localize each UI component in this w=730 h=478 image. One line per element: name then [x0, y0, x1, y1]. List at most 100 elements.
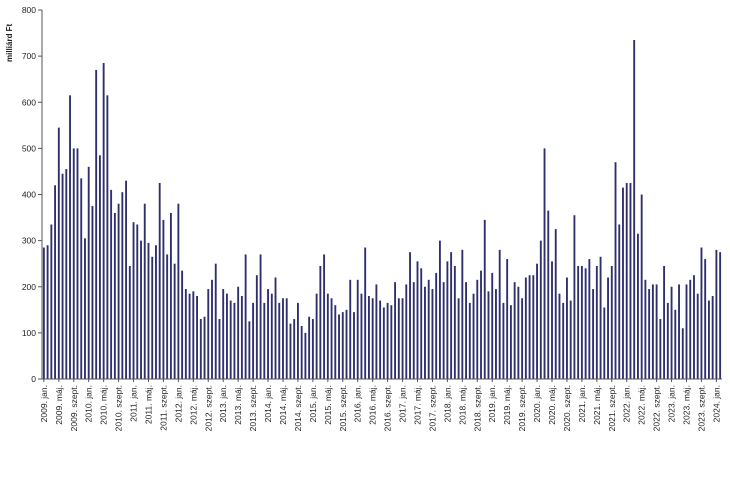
bar	[450, 252, 453, 379]
bar	[390, 305, 393, 379]
bar	[222, 289, 225, 379]
bar	[125, 180, 127, 379]
bar	[405, 284, 408, 379]
bar	[46, 245, 49, 379]
bar	[173, 263, 176, 379]
bar	[685, 284, 688, 379]
bar	[338, 314, 340, 379]
bar	[543, 148, 546, 380]
bar	[461, 249, 464, 379]
bar	[483, 219, 486, 379]
bar	[80, 178, 83, 379]
x-tick-label: 2015. jan.	[308, 385, 318, 422]
bar	[252, 302, 255, 379]
bar	[637, 233, 639, 379]
bar	[424, 286, 426, 379]
bar	[69, 95, 71, 379]
x-tick-label: 2016. szept.	[383, 385, 393, 431]
x-tick-label: 2020. jan.	[532, 385, 542, 422]
x-tick-label: 2021. máj.	[592, 385, 602, 425]
bar	[588, 259, 591, 379]
bar	[584, 268, 587, 379]
bar	[562, 302, 565, 379]
bar	[670, 286, 673, 379]
bar	[468, 302, 471, 379]
bar	[199, 319, 202, 379]
x-tick-label: 2021. jan.	[577, 385, 587, 422]
x-tick-label: 2013. szept.	[248, 385, 258, 431]
x-axis-labels: 2009. jan. 2009. máj. 2009. szept. 2010. ja…	[39, 379, 721, 431]
bar	[681, 328, 684, 379]
bar	[192, 291, 195, 379]
bar	[106, 95, 109, 379]
bar	[158, 182, 161, 379]
bar	[599, 256, 602, 379]
bar	[539, 240, 542, 380]
bar	[282, 298, 284, 379]
bar	[610, 265, 613, 379]
x-tick-label: 2010. szept.	[114, 385, 124, 431]
bar	[207, 289, 210, 379]
bar	[147, 242, 150, 379]
bar	[453, 265, 456, 379]
bar	[666, 302, 669, 379]
y-axis-label: milliárd Ft	[5, 23, 14, 62]
x-tick-label: 2020. máj.	[547, 385, 557, 425]
x-tick-label: 2012. szept.	[203, 385, 213, 431]
bar	[360, 293, 363, 379]
bar	[226, 293, 228, 379]
x-tick-label: 2009. jan.	[39, 385, 49, 422]
bar	[577, 265, 580, 379]
bar	[480, 270, 482, 379]
bar	[169, 212, 172, 379]
bar	[140, 240, 142, 380]
x-tick-label: 2009. máj.	[54, 385, 64, 425]
x-tick-label: 2011. szept.	[158, 385, 168, 431]
bar	[151, 256, 154, 379]
bar	[532, 275, 535, 379]
bar	[98, 155, 101, 379]
bar	[349, 279, 352, 379]
x-tick-label: 2018. szept.	[472, 385, 482, 431]
bar	[278, 302, 281, 379]
x-tick-label: 2012. jan.	[173, 385, 183, 422]
bar	[323, 254, 326, 379]
bar	[409, 252, 411, 379]
bar	[607, 277, 609, 379]
bar	[420, 268, 423, 379]
bar	[95, 69, 98, 380]
bar	[625, 182, 628, 379]
bar	[188, 293, 191, 379]
bar	[304, 332, 307, 380]
bar	[547, 210, 550, 379]
bar	[259, 254, 262, 379]
bar	[121, 192, 124, 379]
bar	[311, 319, 314, 379]
y-tick-label: 100	[22, 328, 36, 338]
bar	[502, 302, 505, 379]
bar	[267, 289, 269, 379]
bar	[136, 224, 139, 379]
bar	[65, 169, 68, 379]
bar	[184, 289, 187, 379]
bar	[300, 325, 303, 379]
bar	[143, 203, 146, 379]
bar	[655, 284, 658, 379]
bar	[315, 293, 318, 379]
x-tick-label: 2017. szept.	[427, 385, 437, 431]
bar	[427, 279, 430, 379]
bar	[614, 162, 617, 379]
x-tick-label: 2014. máj.	[278, 385, 288, 425]
bar	[536, 263, 538, 379]
bar	[211, 279, 213, 379]
bar	[117, 203, 120, 379]
bar	[72, 148, 75, 380]
bar	[558, 293, 561, 379]
bar	[203, 316, 206, 379]
bar	[435, 272, 438, 379]
bar	[102, 63, 105, 379]
bar	[110, 189, 113, 379]
bar	[659, 319, 662, 379]
bar	[704, 259, 707, 379]
